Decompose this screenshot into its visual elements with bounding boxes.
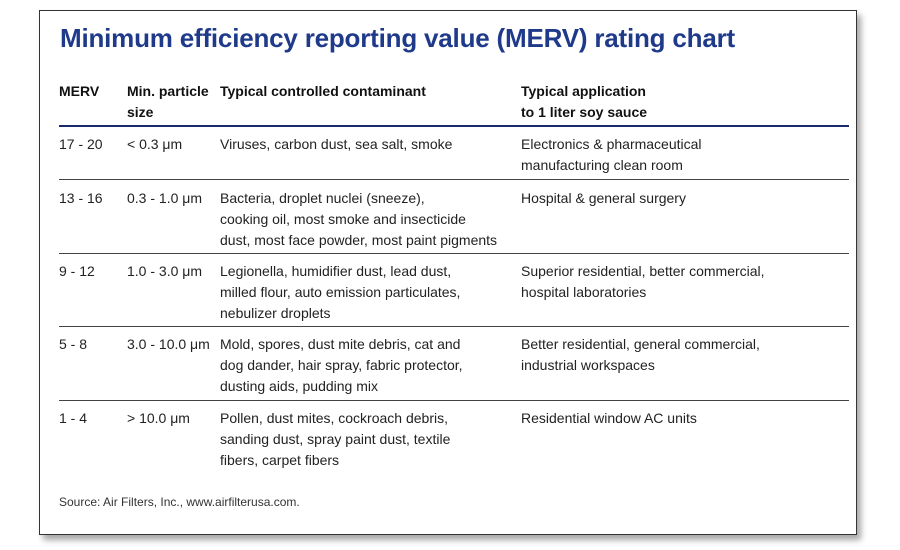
row-3-size: 1.0 - 3.0 μm xyxy=(127,263,202,279)
header-min-particle-size: Min. particle size xyxy=(127,81,209,123)
header-size-line2: size xyxy=(127,104,154,120)
row-4-contaminant-line: Mold, spores, dust mite debris, cat and xyxy=(220,336,461,352)
header-merv: MERV xyxy=(59,83,100,99)
row-3-merv: 9 - 12 xyxy=(59,263,95,279)
row-5-size: > 10.0 μm xyxy=(127,410,190,426)
row-1-application-line: Electronics & pharmaceutical xyxy=(521,136,702,152)
chart-title: Minimum efficiency reporting value (MERV… xyxy=(60,23,735,53)
row-2-contaminant: Bacteria, droplet nuclei (sneeze), cooki… xyxy=(220,188,497,251)
row-5-merv: 1 - 4 xyxy=(59,410,88,426)
row-5-contaminant: Pollen, dust mites, cockroach debris, sa… xyxy=(220,408,450,471)
header-contaminant: Typical controlled contaminant xyxy=(220,83,426,99)
row-2-application: Hospital & general surgery xyxy=(521,188,686,209)
row-1-contaminant-line: Viruses, carbon dust, sea salt, smoke xyxy=(220,136,453,152)
header-size-line1: Min. particle xyxy=(127,83,209,99)
row-divider xyxy=(59,326,849,327)
row-3-contaminant: Legionella, humidifier dust, lead dust, … xyxy=(220,261,460,324)
header-app-line2: to 1 liter soy sauce xyxy=(521,104,648,120)
row-2-merv: 13 - 16 xyxy=(59,190,103,206)
row-4-contaminant-line: dusting aids, pudding mix xyxy=(220,378,378,394)
row-2-size: 0.3 - 1.0 μm xyxy=(127,190,202,206)
merv-chart-card: Minimum efficiency reporting value (MERV… xyxy=(39,10,857,535)
row-2-contaminant-line: cooking oil, most smoke and insecticide xyxy=(220,211,466,227)
row-1-application: Electronics & pharmaceutical manufacturi… xyxy=(521,134,702,176)
row-3-contaminant-line: nebulizer droplets xyxy=(220,305,331,321)
row-1-application-line: manufacturing clean room xyxy=(521,157,683,173)
row-3-application-line: hospital laboratories xyxy=(521,284,647,300)
row-2-contaminant-line: Bacteria, droplet nuclei (sneeze), xyxy=(220,190,425,206)
row-3-contaminant-line: Legionella, humidifier dust, lead dust, xyxy=(220,263,452,279)
row-4-contaminant: Mold, spores, dust mite debris, cat and … xyxy=(220,334,463,397)
row-5-application: Residential window AC units xyxy=(521,408,697,429)
row-2-application-line: Hospital & general surgery xyxy=(521,190,686,206)
header-divider xyxy=(59,125,849,127)
row-divider xyxy=(59,400,849,401)
row-1-contaminant: Viruses, carbon dust, sea salt, smoke xyxy=(220,134,452,155)
row-5-contaminant-line: Pollen, dust mites, cockroach debris, xyxy=(220,410,448,426)
row-5-contaminant-line: fibers, carpet fibers xyxy=(220,452,340,468)
row-4-contaminant-line: dog dander, hair spray, fabric protector… xyxy=(220,357,463,373)
row-5-contaminant-line: sanding dust, spray paint dust, textile xyxy=(220,431,451,447)
row-2-contaminant-line: dust, most face powder, most paint pigme… xyxy=(220,232,498,248)
row-5-application-line: Residential window AC units xyxy=(521,410,697,426)
row-divider xyxy=(59,253,849,254)
row-4-application-line: industrial workspaces xyxy=(521,357,655,373)
row-4-application: Better residential, general commercial, … xyxy=(521,334,760,376)
row-4-application-line: Better residential, general commercial, xyxy=(521,336,760,352)
header-app-line1: Typical application xyxy=(521,83,646,99)
row-divider xyxy=(59,179,849,180)
row-3-application-line: Superior residential, better commercial, xyxy=(521,263,765,279)
header-application: Typical application to 1 liter soy sauce xyxy=(521,81,647,123)
row-1-merv: 17 - 20 xyxy=(59,136,103,152)
row-1-size: < 0.3 μm xyxy=(127,136,183,152)
source-note: Source: Air Filters, Inc., www.airfilter… xyxy=(59,495,300,509)
row-4-size: 3.0 - 10.0 μm xyxy=(127,336,210,352)
row-3-contaminant-line: milled flour, auto emission particulates… xyxy=(220,284,461,300)
row-4-merv: 5 - 8 xyxy=(59,336,88,352)
row-3-application: Superior residential, better commercial,… xyxy=(521,261,765,303)
